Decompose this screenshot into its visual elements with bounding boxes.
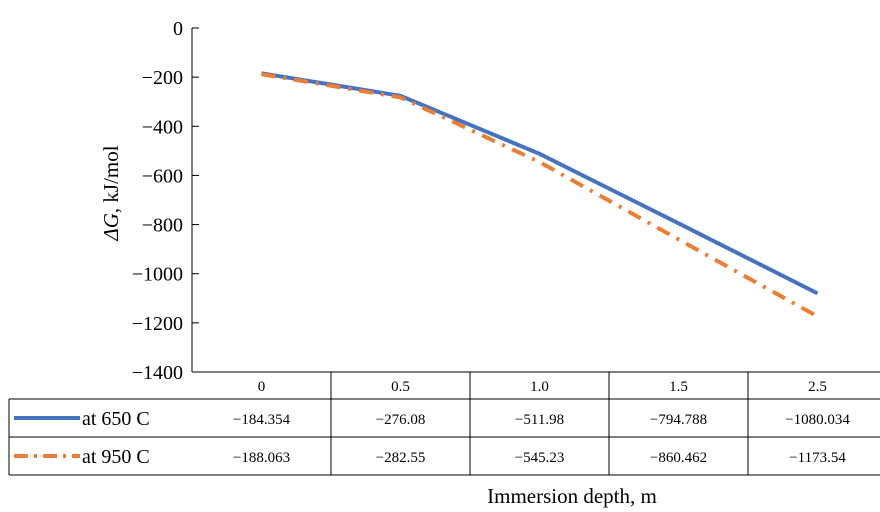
table-cell-value: −1080.034 (785, 412, 850, 428)
table-cell-value: −188.063 (233, 450, 290, 466)
y-tick-labels: 0 −200 −400 −600 −800 −1000 −1200 −1400 (132, 18, 183, 384)
x-category-label: 1.0 (530, 379, 549, 395)
series-line-1 (261, 71, 819, 296)
legend-label-2: at 950 C (82, 446, 150, 468)
y-tick-label: −200 (142, 67, 183, 89)
table-cell-value: −184.354 (233, 412, 291, 428)
x-category-label: 0 (258, 379, 266, 395)
table-cell-value: −794.788 (650, 412, 707, 428)
y-axis (191, 27, 199, 373)
table-cell-value: −860.462 (650, 450, 707, 466)
y-tick-label: −1200 (132, 313, 183, 335)
y-axis-title: ΔG, kJ/mol (99, 145, 123, 241)
table-cell-value: −511.98 (515, 412, 564, 428)
x-axis-title: Immersion depth, m (487, 484, 657, 508)
y-axis-title-unit: , kJ/mol (99, 145, 123, 213)
x-category-label: 2.5 (808, 379, 827, 395)
series-line-2 (261, 72, 819, 319)
table-cell-value: −276.08 (376, 412, 426, 428)
y-tick-label: −800 (142, 215, 183, 237)
table-cell-value: −545.23 (515, 450, 565, 466)
table-cell-value: −282.55 (376, 450, 426, 466)
data-table: 0 0.5 1.0 1.5 2.5 at 650 C −184.354 −276.08 −511… (8, 371, 880, 476)
legend-label-1: at 650 C (82, 408, 150, 430)
y-tick-label: 0 (173, 18, 183, 40)
series-lines (261, 71, 819, 319)
x-category-label: 1.5 (669, 379, 688, 395)
y-tick-label: −400 (142, 116, 183, 138)
table-cell-value: −1173.54 (789, 450, 846, 466)
y-tick-label: −600 (142, 165, 183, 187)
y-axis-title-symbol: ΔG (99, 213, 123, 242)
x-category-label: 0.5 (391, 379, 410, 395)
y-tick-label: −1400 (132, 362, 183, 384)
y-tick-label: −1000 (132, 264, 183, 286)
